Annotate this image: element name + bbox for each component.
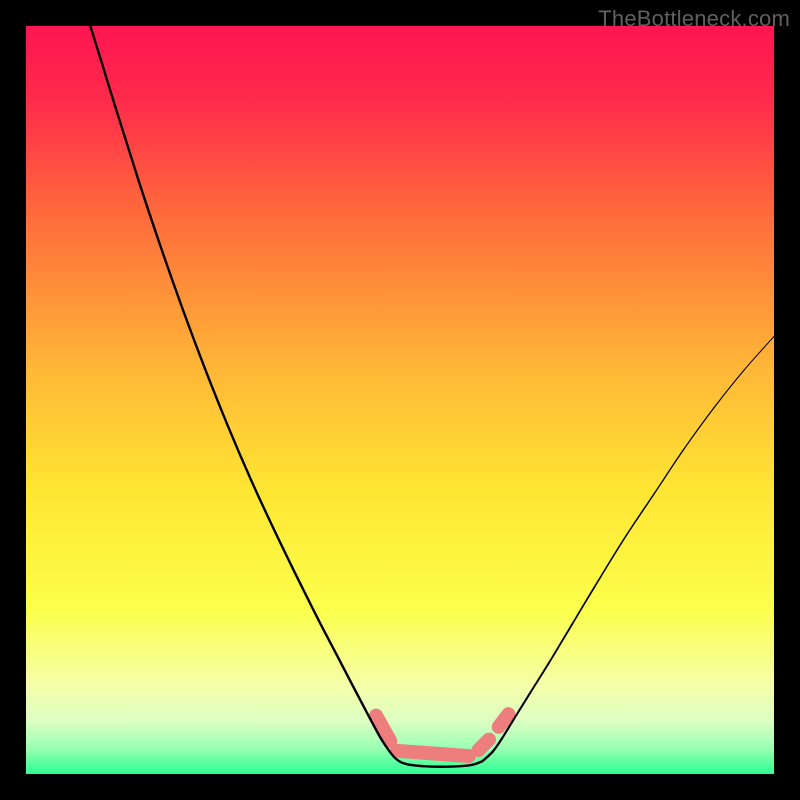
plot-background <box>26 26 774 774</box>
figure-container: TheBottleneck.com <box>0 0 800 800</box>
attribution-text: TheBottleneck.com <box>598 6 790 32</box>
bottleneck-chart <box>0 0 800 800</box>
